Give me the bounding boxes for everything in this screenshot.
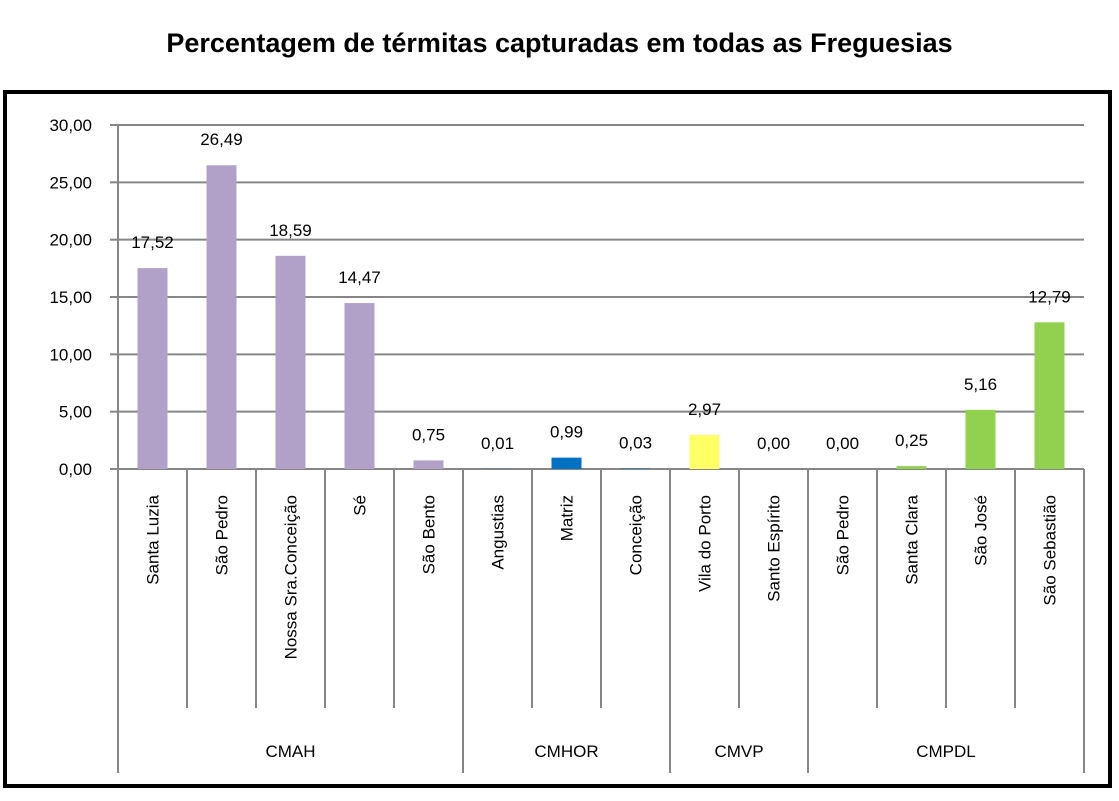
category-label: Matriz <box>558 495 577 541</box>
data-label: 14,47 <box>338 268 381 287</box>
category-label: Santa Luzia <box>144 494 163 584</box>
axes <box>110 124 1085 773</box>
data-label: 12,79 <box>1028 287 1071 306</box>
bar <box>275 255 306 469</box>
data-label: 2,97 <box>688 400 721 419</box>
bar <box>965 409 996 469</box>
bar <box>689 434 720 469</box>
data-label: 0,75 <box>412 425 445 444</box>
data-label: 5,16 <box>964 375 997 394</box>
data-label: 18,59 <box>269 221 312 240</box>
y-tick-label: 20,00 <box>49 231 92 250</box>
y-tick-label: 10,00 <box>49 345 92 364</box>
category-label: Conceição <box>627 495 646 575</box>
bar <box>137 268 168 469</box>
y-tick-label: 0,00 <box>59 460 92 479</box>
data-label: 17,52 <box>131 233 174 252</box>
data-label: 0,25 <box>895 431 928 450</box>
data-label: 0,01 <box>481 434 514 453</box>
y-tick-label: 15,00 <box>49 288 92 307</box>
data-label: 26,49 <box>200 130 243 149</box>
category-label: Santo Espírito <box>765 495 784 602</box>
y-tick-label: 25,00 <box>49 173 92 192</box>
group-label: CMHOR <box>534 742 598 761</box>
y-tick-label: 30,00 <box>49 116 92 135</box>
group-label: CMVP <box>714 742 763 761</box>
bars <box>137 165 1065 470</box>
data-label: 0,00 <box>757 434 790 453</box>
group-label: CMPDL <box>916 742 976 761</box>
chart-title: Percentagem de térmitas capturadas em to… <box>166 28 953 58</box>
category-label: São José <box>972 495 991 566</box>
category-label: São Pedro <box>834 495 853 575</box>
category-label: São Pedro <box>213 495 232 575</box>
data-label: 0,99 <box>550 423 583 442</box>
category-label: Sé <box>351 495 370 516</box>
y-tick-label: 5,00 <box>59 403 92 422</box>
data-label: 0,03 <box>619 434 652 453</box>
bar <box>344 303 375 469</box>
category-label: São Sebastião <box>1041 495 1060 606</box>
bar <box>413 460 444 469</box>
bar <box>551 457 582 469</box>
category-label: Angustias <box>489 495 508 570</box>
category-label: São Bento <box>420 495 439 574</box>
data-label: 0,00 <box>826 434 859 453</box>
labels: 0,00 5,00 10,00 15,00 20,00 25,00 30,00 17,52 Sa… <box>49 116 1070 761</box>
category-label: Santa Clara <box>903 494 922 584</box>
group-label: CMAH <box>265 742 315 761</box>
bar <box>1034 322 1065 469</box>
bar <box>896 466 927 469</box>
bar <box>206 165 237 470</box>
chart-frame <box>3 90 1112 788</box>
category-label: Vila do Porto <box>696 495 715 592</box>
category-label: Nossa Sra.Conceição <box>282 495 301 659</box>
gridlines <box>118 124 1084 413</box>
